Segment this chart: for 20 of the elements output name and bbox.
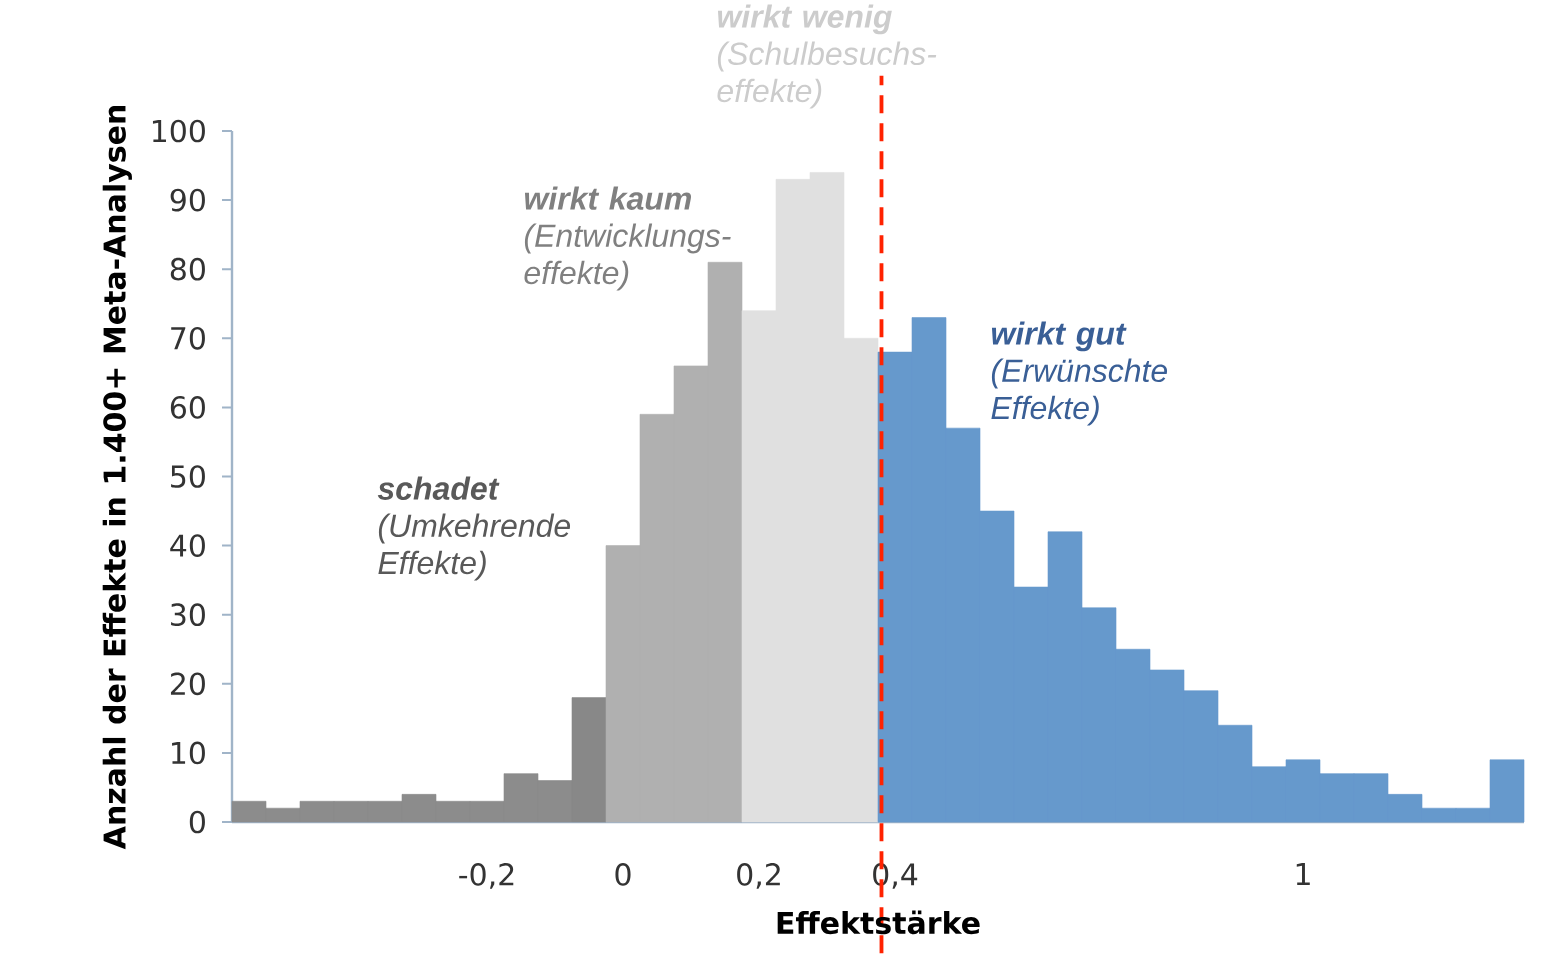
x-axis-title: Effektstärke <box>777 910 980 935</box>
x-tick-label: 0 <box>615 863 631 886</box>
y-tick-label: 60 <box>170 396 205 419</box>
y-tick-label: 70 <box>171 326 205 350</box>
y-tick-label: 30 <box>171 603 205 627</box>
x-tick-label: -0,2 <box>459 863 514 889</box>
y-tick-label: 90 <box>170 188 205 212</box>
y-tick-label: 80 <box>170 257 205 281</box>
y-tick-label: 0 <box>189 810 205 834</box>
annotation: schadet (Umkehrende Effekte) <box>377 476 571 581</box>
annotation: wirkt kaum (Entwicklungs-effekte) <box>524 186 731 291</box>
y-tick-label: 50 <box>171 465 205 488</box>
y-tick-label: 100 <box>152 119 205 143</box>
x-tick-label: 0,2 <box>737 863 780 889</box>
y-tick-label: 10 <box>172 741 205 765</box>
x-tick-label: 1 <box>1296 863 1310 885</box>
annotation: wirkt gut (Erwünschte Effekte) <box>991 321 1168 426</box>
y-tick-label: 20 <box>170 672 205 696</box>
y-axis-title: Anzahl der Effekte in 1.400+ Meta-Analysen <box>102 106 132 850</box>
y-tick-label: 40 <box>170 534 205 557</box>
